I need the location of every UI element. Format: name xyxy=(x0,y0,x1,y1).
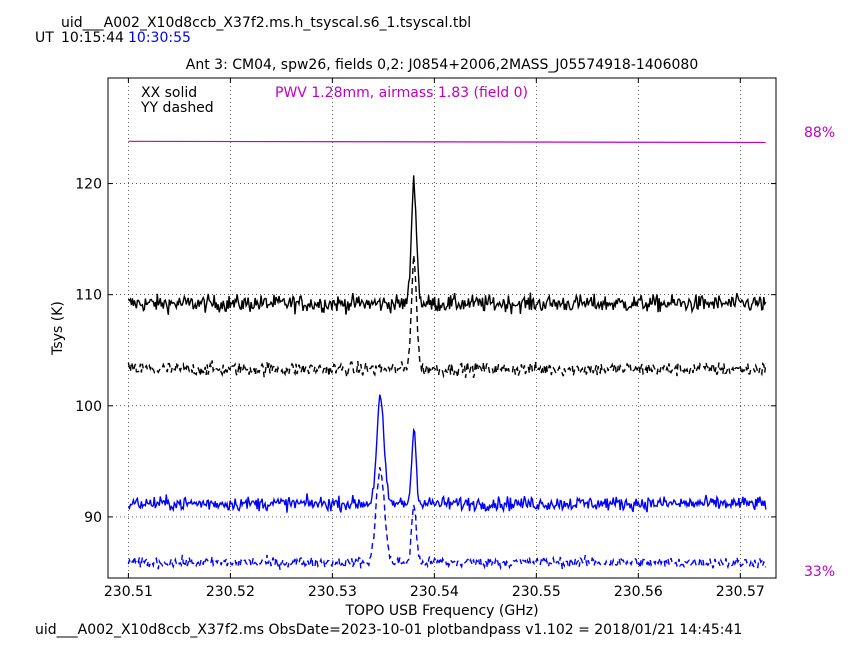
x-tick-label: 230.53 xyxy=(308,584,357,600)
x-tick-label: 230.56 xyxy=(614,584,663,600)
transmission-bottom-label: 33% xyxy=(804,564,836,580)
transmission-top-label: 88% xyxy=(804,125,836,141)
series-xx-101544 xyxy=(127,175,767,315)
ut-time-second: 10:30:55 xyxy=(128,30,191,46)
x-tick-label: 230.51 xyxy=(104,584,153,600)
x-tick-label: 230.54 xyxy=(410,584,459,600)
atm-transmission-line xyxy=(128,140,766,144)
y-tick-label: 90 xyxy=(84,510,102,526)
filename-title: uid___A002_X10d8ccb_X37f2.ms.h_tsyscal.s… xyxy=(61,15,472,31)
series-yy-101544 xyxy=(127,255,767,379)
y-tick-label: 100 xyxy=(75,399,102,415)
x-tick-label: 230.57 xyxy=(716,584,765,600)
legend-xx: XX solid xyxy=(141,85,198,101)
plot-frame xyxy=(107,77,777,579)
ut-label: UT xyxy=(35,30,54,46)
x-tick-label: 230.55 xyxy=(512,584,561,600)
series-xx-103055 xyxy=(127,394,767,514)
chart-title: Ant 3: CM04, spw26, fields 0,2: J0854+20… xyxy=(185,57,699,73)
x-tick-label: 230.52 xyxy=(206,584,255,600)
series-yy-103055 xyxy=(127,467,767,571)
footer-info: uid___A002_X10d8ccb_X37f2.ms ObsDate=202… xyxy=(35,622,743,638)
legend-yy: YY dashed xyxy=(141,100,214,116)
ut-time-first: 10:15:44 xyxy=(61,30,124,46)
x-axis-label: TOPO USB Frequency (GHz) xyxy=(345,603,539,619)
y-tick-label: 110 xyxy=(75,288,102,304)
pwv-annotation: PWV 1.28mm, airmass 1.83 (field 0) xyxy=(275,85,529,101)
y-tick-label: 120 xyxy=(75,177,102,193)
